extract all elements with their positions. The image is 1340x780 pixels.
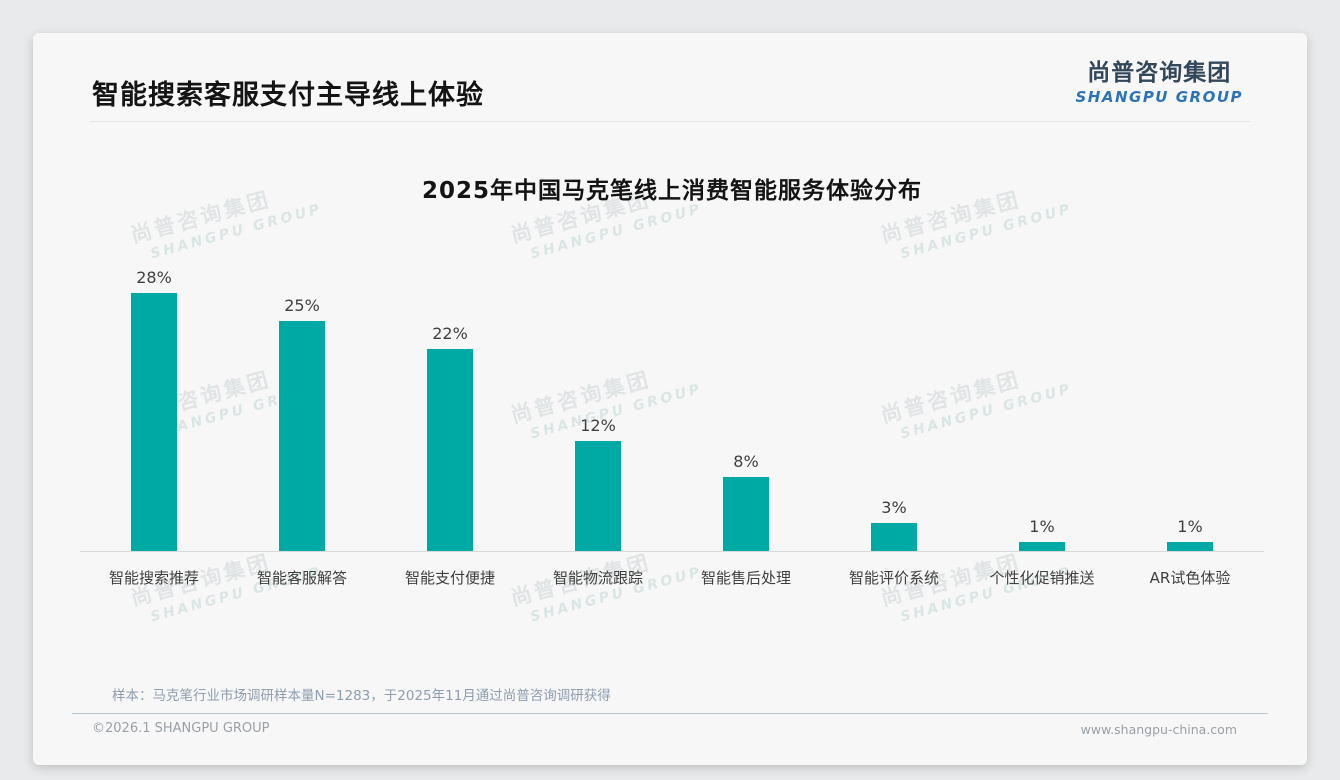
footer-copyright: ©2026.1 SHANGPU GROUP: [92, 721, 270, 736]
watermark-english-text: SHANGPU GROUP: [898, 201, 1074, 263]
bar-column: 1%: [968, 517, 1116, 551]
bar-value-label: 22%: [432, 323, 468, 343]
chart-title: 2025年中国马克笔线上消费智能服务体验分布: [421, 178, 922, 204]
company-logo: 尚普咨询集团 SHANGPU GROUP: [1075, 53, 1243, 106]
bar-column: 3%: [820, 498, 968, 551]
bar-column: 12%: [524, 416, 672, 551]
bar-category-label: 智能售后处理: [700, 569, 791, 587]
bar: [723, 477, 769, 551]
slide-card: 尚普咨询集团 SHANGPU GROUP 尚普咨询集团 SHANGPU GROUP 尚普…: [33, 33, 1307, 765]
bar-column: 1%: [1116, 517, 1264, 551]
bar: [871, 523, 917, 551]
bar-category-label: 智能搜索推荐: [108, 569, 199, 587]
sample-footnote: 样本：马克笔行业市场调研样本量N=1283，于2025年11月通过尚普咨询调研获…: [112, 688, 611, 704]
bar-column: 8%: [672, 452, 820, 551]
watermark-english-text: SHANGPU GROUP: [148, 201, 324, 263]
bar-plot: 28% 25% 22% 12% 8% 3% 1% 1%: [80, 263, 1264, 552]
bar-value-label: 12%: [580, 415, 616, 435]
bar-value-label: 25%: [284, 296, 320, 315]
bar-value-label: 8%: [733, 452, 759, 472]
category-row: 智能搜索推荐 智能客服解答 智能支付便捷 智能物流跟踪 智能售后处理 智能评价系统 个性化促…: [80, 567, 1264, 588]
bar-column: 28%: [80, 268, 228, 551]
bar: [131, 293, 177, 551]
bar-value-label: 1%: [1029, 516, 1055, 536]
bar-value-label: 3%: [881, 498, 907, 518]
footer-website: www.shangpu-china.com: [1080, 722, 1237, 737]
bar-column: 22%: [376, 324, 524, 551]
logo-chinese-text: 尚普咨询集团: [1087, 60, 1232, 86]
footer-divider: [72, 713, 1268, 714]
bar-category-label: 智能客服解答: [256, 569, 347, 587]
watermark-english-text: SHANGPU GROUP: [528, 201, 704, 263]
page-title: 智能搜索客服支付主导线上体验: [92, 80, 484, 111]
bar-value-label: 28%: [136, 268, 172, 288]
bar: [1019, 541, 1065, 551]
bar-category-label: 智能物流跟踪: [552, 569, 643, 587]
logo-english-text: SHANGPU GROUP: [1075, 88, 1243, 106]
bar-category-label: 个性化促销推送: [989, 569, 1095, 587]
bar-column: 25%: [228, 296, 376, 551]
bar: [575, 440, 621, 551]
title-divider: [90, 121, 1250, 122]
bar: [279, 321, 325, 551]
bar: [427, 348, 473, 551]
bar-category-label: 智能支付便捷: [404, 569, 495, 587]
bar-category-label: 智能评价系统: [848, 569, 939, 587]
bar-category-label: AR试色体验: [1149, 569, 1231, 587]
bar-value-label: 1%: [1177, 516, 1203, 536]
bar: [1167, 541, 1213, 551]
